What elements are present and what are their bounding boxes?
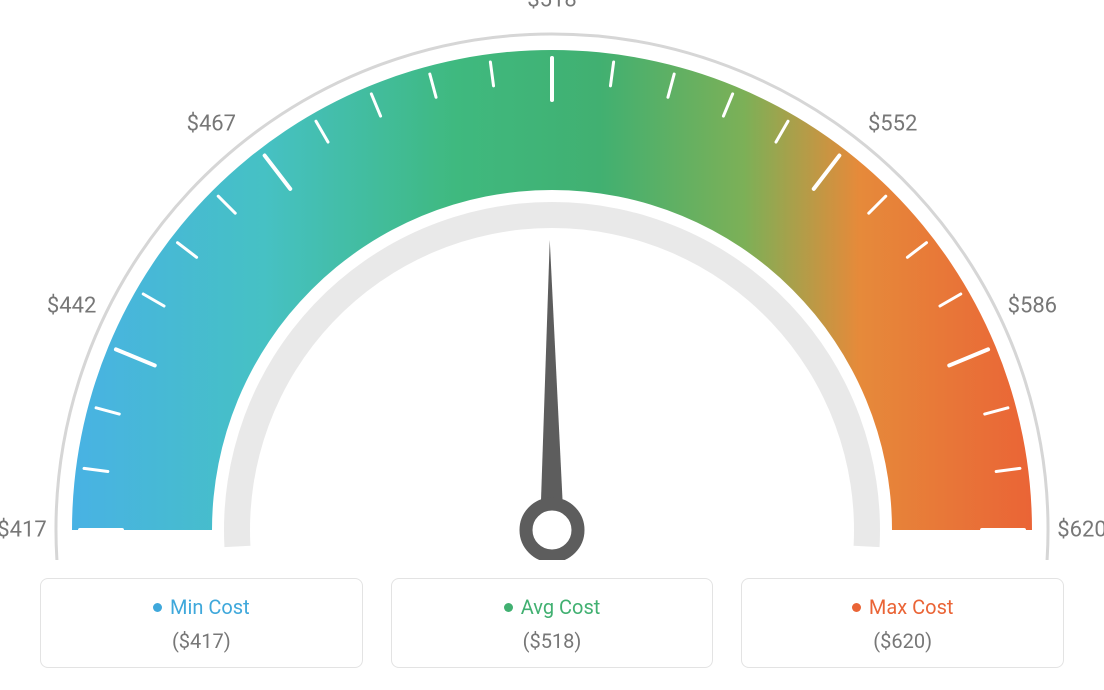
gauge-tick-label: $586	[1008, 294, 1057, 319]
legend-title-max: Max Cost	[852, 595, 954, 619]
legend-card-avg: Avg Cost ($518)	[391, 578, 714, 668]
gauge-tick-label: $620	[1057, 518, 1104, 543]
legend-value-avg: ($518)	[402, 629, 703, 653]
gauge-tick-label: $518	[527, 0, 576, 13]
legend-dot-avg	[504, 603, 513, 612]
legend-value-max: ($620)	[752, 629, 1053, 653]
legend-row: Min Cost ($417) Avg Cost ($518) Max Cost…	[40, 578, 1064, 668]
legend-card-max: Max Cost ($620)	[741, 578, 1064, 668]
legend-label-min: Min Cost	[170, 595, 250, 619]
gauge-tick-label: $417	[0, 518, 47, 543]
gauge-needle	[540, 240, 564, 530]
gauge-tick-label: $552	[868, 111, 917, 136]
legend-label-max: Max Cost	[869, 595, 954, 619]
gauge-tick-label: $467	[187, 111, 236, 136]
legend-dot-max	[852, 603, 861, 612]
legend-value-min: ($417)	[51, 629, 352, 653]
legend-label-avg: Avg Cost	[521, 595, 601, 619]
gauge-needle-hub	[526, 504, 578, 556]
gauge-area: $417 $442 $467 $518 $552 $586 $620	[0, 0, 1104, 560]
legend-card-min: Min Cost ($417)	[40, 578, 363, 668]
cost-gauge-chart: $417 $442 $467 $518 $552 $586 $620 Min Cost ($…	[0, 0, 1104, 690]
gauge-tick-label: $442	[47, 294, 96, 319]
legend-title-avg: Avg Cost	[504, 595, 601, 619]
gauge-svg	[0, 0, 1104, 560]
legend-dot-min	[153, 603, 162, 612]
legend-title-min: Min Cost	[153, 595, 250, 619]
